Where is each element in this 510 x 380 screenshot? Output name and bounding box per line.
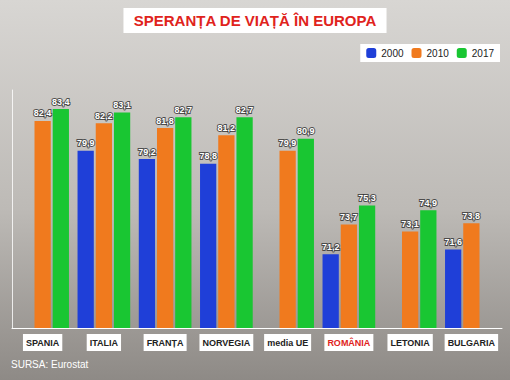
svg-text:83,1: 83,1 xyxy=(113,100,131,110)
svg-text:2017: 2017 xyxy=(472,48,495,59)
svg-text:SPERANȚA DE VIAȚĂ ÎN EUROPA: SPERANȚA DE VIAȚĂ ÎN EUROPA xyxy=(134,12,377,29)
svg-text:NORVEGIA: NORVEGIA xyxy=(202,338,250,348)
svg-text:78,8: 78,8 xyxy=(199,151,217,161)
svg-text:71,2: 71,2 xyxy=(322,242,340,252)
svg-text:82,7: 82,7 xyxy=(236,105,254,115)
svg-text:75,3: 75,3 xyxy=(358,193,376,203)
svg-text:71,6: 71,6 xyxy=(444,237,462,247)
svg-text:80,9: 80,9 xyxy=(297,126,315,136)
svg-text:81,8: 81,8 xyxy=(156,116,174,126)
svg-text:ROMÂNIA: ROMÂNIA xyxy=(327,337,370,348)
svg-text:BULGARIA: BULGARIA xyxy=(448,338,496,348)
svg-text:74,9: 74,9 xyxy=(420,198,438,208)
svg-text:2000: 2000 xyxy=(381,48,404,59)
svg-text:media UE: media UE xyxy=(267,338,308,348)
svg-text:SURSA: Eurostat: SURSA: Eurostat xyxy=(11,359,88,370)
svg-text:79,9: 79,9 xyxy=(279,138,297,148)
svg-text:83,4: 83,4 xyxy=(52,97,70,107)
svg-text:ITALIA: ITALIA xyxy=(90,338,119,348)
svg-text:82,7: 82,7 xyxy=(175,105,193,115)
svg-text:FRANȚA: FRANȚA xyxy=(147,338,184,348)
svg-text:82,4: 82,4 xyxy=(34,108,52,118)
svg-text:73,7: 73,7 xyxy=(340,212,358,222)
svg-text:79,2: 79,2 xyxy=(138,147,156,157)
svg-text:73,1: 73,1 xyxy=(401,219,419,229)
svg-text:LETONIA: LETONIA xyxy=(390,338,430,348)
svg-text:SPANIA: SPANIA xyxy=(26,338,60,348)
svg-text:73,8: 73,8 xyxy=(463,211,481,221)
svg-text:2010: 2010 xyxy=(427,48,450,59)
svg-text:82,2: 82,2 xyxy=(95,111,113,121)
svg-text:79,9: 79,9 xyxy=(77,138,95,148)
svg-text:81,2: 81,2 xyxy=(218,123,236,133)
